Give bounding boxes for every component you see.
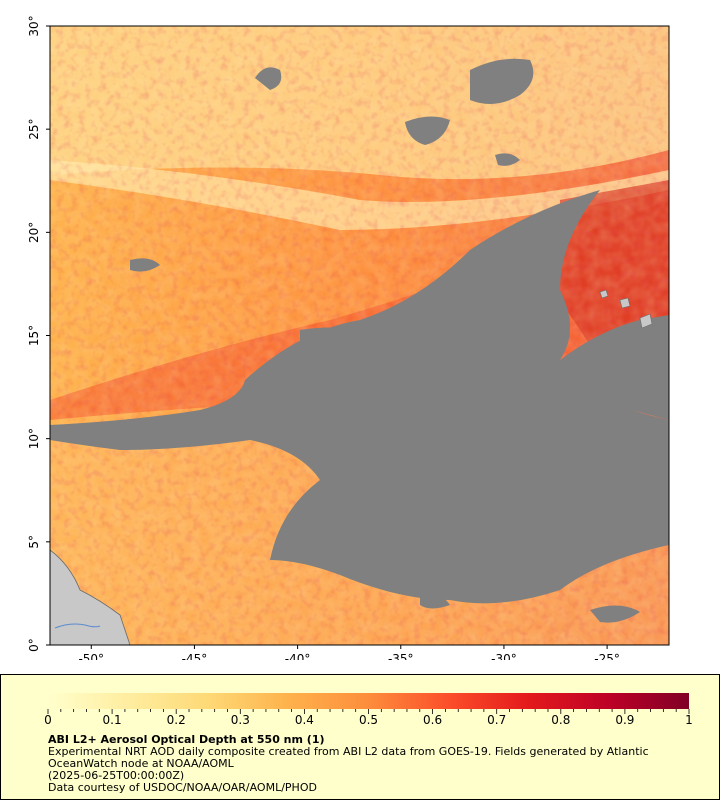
legend-timestamp: (2025-06-25T00:00:00Z)	[48, 769, 185, 782]
lat-tick-label: 10°	[27, 428, 41, 449]
lat-tick-label: 15°	[27, 325, 41, 346]
lon-tick-label: -50°	[78, 652, 104, 660]
colorbar-tick-label: 0.7	[487, 713, 506, 727]
lon-tick-label: -40°	[285, 652, 311, 660]
lat-tick-label: 25°	[27, 119, 41, 140]
colorbar: 0 0.1 0.2 0.3 0.4 0.5 0.6 0.7 0.8 0.9 1	[44, 693, 693, 727]
aod-field	[50, 26, 669, 645]
lat-tick-label: 0°	[27, 638, 41, 652]
lon-tick-label: -25°	[594, 652, 620, 660]
colorbar-gradient	[48, 693, 689, 709]
colorbar-tick-label: 0.6	[423, 713, 442, 727]
colorbar-tick-label: 0.1	[103, 713, 122, 727]
lon-tick-label: -30°	[491, 652, 517, 660]
legend-description-line1: Experimental NRT AOD daily composite cre…	[48, 745, 649, 758]
latitude-axis: 0° 5° 10° 15° 20° 25° 30°	[27, 15, 50, 652]
island	[619, 297, 631, 309]
lat-tick-label: 30°	[27, 15, 41, 36]
legend-description-line2: OceanWatch node at NOAA/AOML	[48, 757, 234, 770]
colorbar-tick-label: 0	[44, 713, 52, 727]
lon-tick-label: -35°	[388, 652, 414, 660]
colorbar-tick-label: 0.8	[551, 713, 570, 727]
island	[639, 313, 653, 329]
lon-tick-label: -45°	[182, 652, 208, 660]
colorbar-tick-label: 0.4	[295, 713, 314, 727]
river-line	[54, 623, 101, 629]
legend-panel: 0 0.1 0.2 0.3 0.4 0.5 0.6 0.7 0.8 0.9 1 ABI L2+ Ae…	[0, 674, 720, 800]
map-frame: 0° 5° 10° 15° 20° 25° 30° -50° -45° -40° -35° -30°…	[27, 15, 670, 660]
colorbar-tick-label: 1	[685, 713, 693, 727]
colorbar-tick-label: 0.5	[359, 713, 378, 727]
colorbar-tick-label: 0.2	[167, 713, 186, 727]
colorbar-tick-label: 0.9	[615, 713, 634, 727]
island	[599, 289, 609, 299]
land-south-america	[50, 549, 131, 645]
legend-title: ABI L2+ Aerosol Optical Depth at 550 nm …	[48, 733, 325, 746]
lat-tick-label: 20°	[27, 222, 41, 243]
lat-tick-label: 5°	[27, 535, 41, 549]
legend-credits: Data courtesy of USDOC/NOAA/OAR/AOML/PHO…	[48, 781, 317, 794]
colorbar-tick-label: 0.3	[231, 713, 250, 727]
no-data-region	[50, 58, 669, 623]
longitude-axis: -50° -45° -40° -35° -30° -25°	[78, 645, 620, 660]
